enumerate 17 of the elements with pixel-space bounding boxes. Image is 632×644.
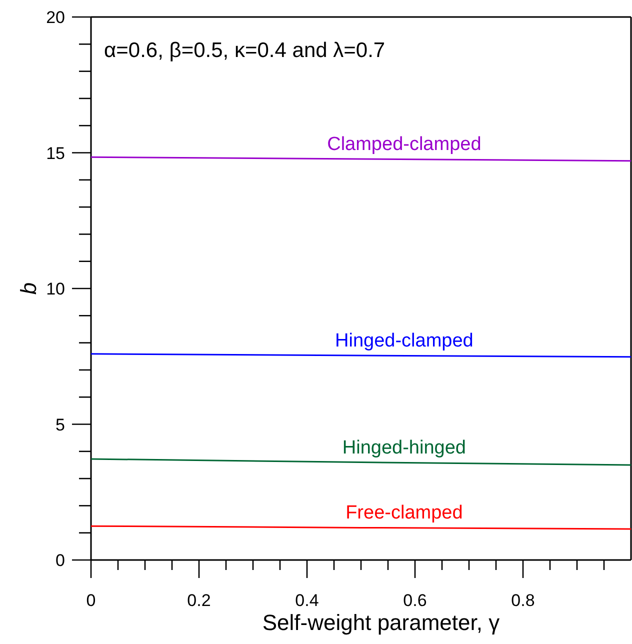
x-tick-label: 0 [86,591,96,610]
y-tick-label: 20 [46,8,65,27]
y-tick-label: 5 [56,415,65,434]
y-tick-label: 10 [46,280,65,298]
series-label: Free-clamped [346,502,463,524]
y-axis-title: b [16,282,41,295]
x-tick-label: 0.2 [187,591,211,610]
x-tick-label: 0.8 [511,591,535,610]
y-tick-label: 0 [56,551,65,570]
y-tick-label: 15 [46,144,65,163]
series-label: Hinged-clamped [335,330,474,352]
annotation: α=0.6, β=0.5, κ=0.4 and λ=0.7 [104,39,386,62]
series-label: Hinged-hinged [342,437,466,458]
x-axis-title: Self-weight parameter, γ [262,610,500,635]
x-tick-label: 0.6 [403,591,427,610]
series-label: Clamped-clamped [327,134,482,155]
x-tick-label: 0.4 [295,591,319,610]
